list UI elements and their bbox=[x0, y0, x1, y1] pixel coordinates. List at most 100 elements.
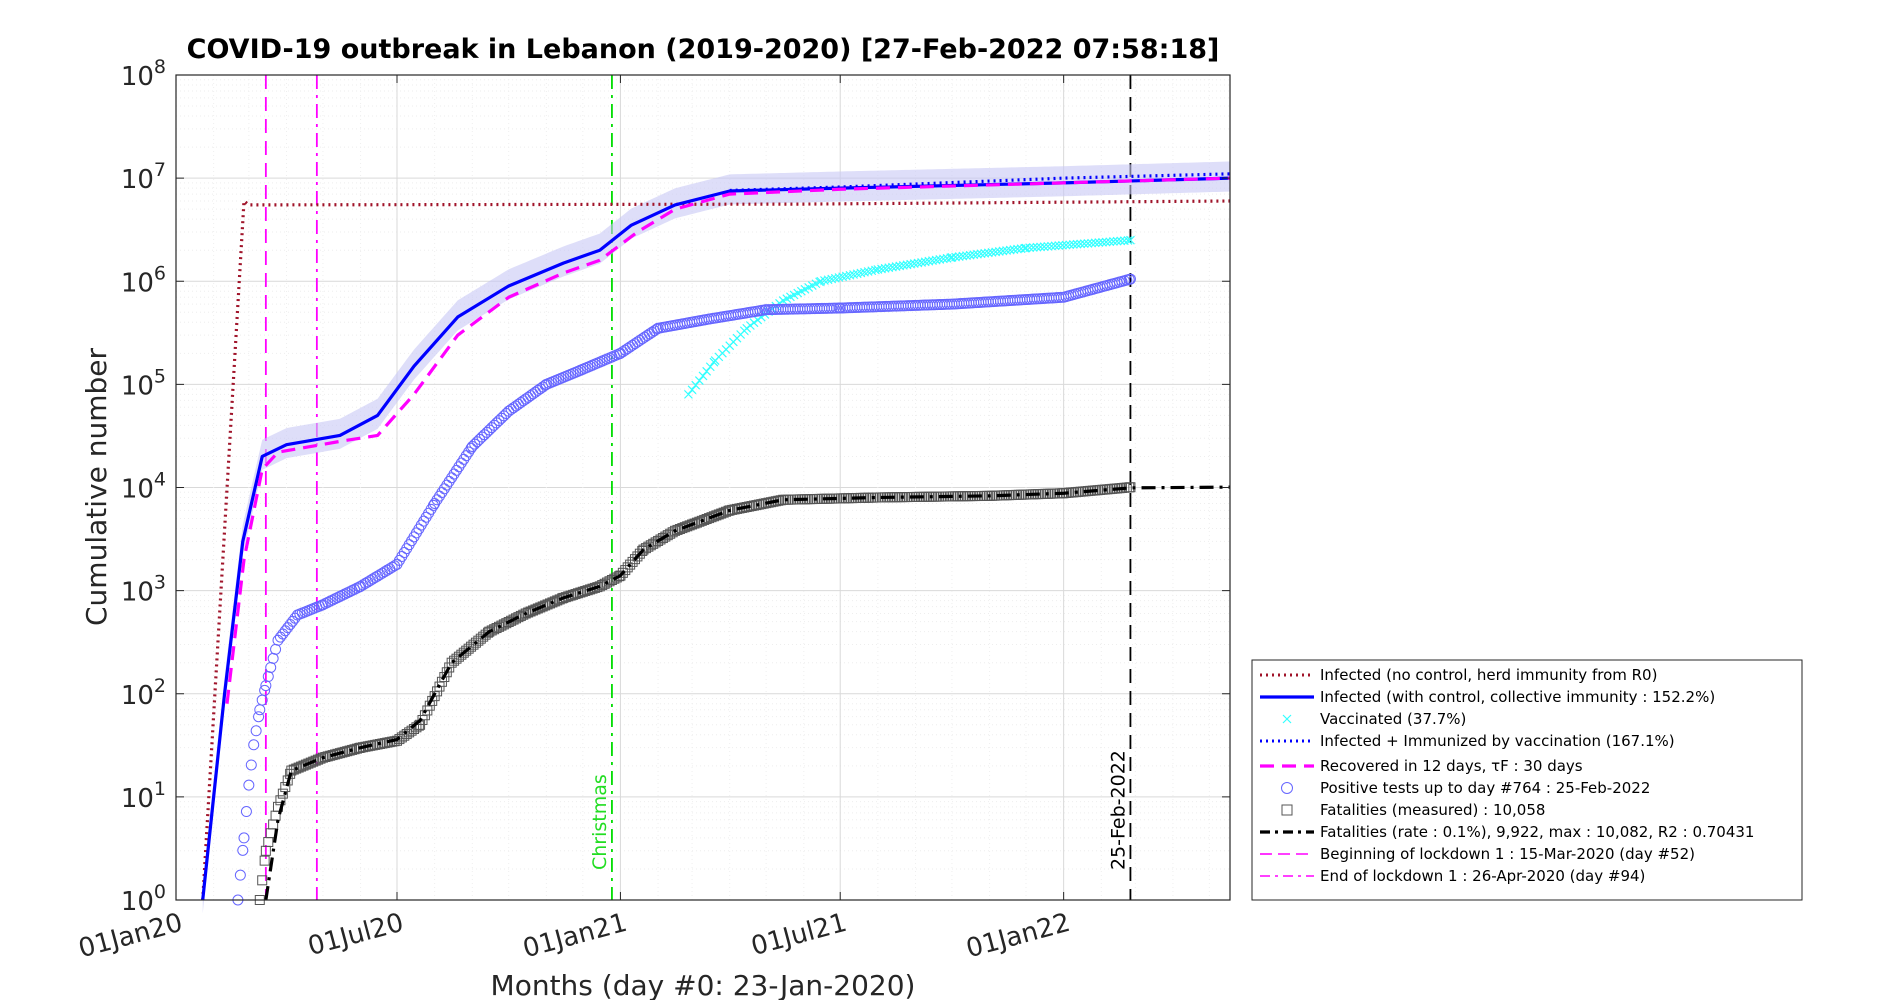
x-axis-label: Months (day #0: 23-Jan-2020) bbox=[491, 969, 916, 1000]
data-point bbox=[827, 274, 837, 284]
series-4-line bbox=[225, 176, 1231, 704]
data-point bbox=[245, 759, 257, 771]
data-point bbox=[687, 385, 697, 395]
data-point bbox=[1002, 246, 1011, 255]
data-point bbox=[1087, 238, 1096, 248]
data-point bbox=[902, 260, 912, 270]
y-tick-label: 100 bbox=[121, 881, 166, 917]
y-tick-label: 103 bbox=[121, 572, 166, 608]
data-point bbox=[277, 788, 288, 799]
y-tick-label: 102 bbox=[121, 675, 166, 711]
data-point bbox=[1072, 239, 1082, 249]
data-point bbox=[991, 247, 1001, 257]
data-point bbox=[1061, 240, 1071, 250]
data-point bbox=[909, 259, 919, 269]
data-point bbox=[1047, 241, 1056, 251]
series-2-markers bbox=[684, 235, 1135, 399]
data-point bbox=[863, 267, 873, 276]
data-point bbox=[1116, 236, 1126, 246]
data-point bbox=[917, 257, 926, 267]
data-point bbox=[877, 264, 886, 274]
data-point bbox=[928, 256, 937, 266]
data-point bbox=[884, 263, 894, 273]
y-tick-label: 107 bbox=[121, 159, 166, 195]
y-tick-label: 101 bbox=[121, 778, 166, 814]
y-axis-label: Cumulative number bbox=[80, 348, 113, 626]
data-point bbox=[1123, 235, 1133, 245]
data-point bbox=[983, 248, 993, 258]
data-point bbox=[1058, 240, 1067, 250]
data-point bbox=[958, 251, 968, 261]
data-point bbox=[831, 302, 843, 314]
data-point bbox=[243, 779, 255, 791]
data-point bbox=[1036, 242, 1045, 252]
data-point bbox=[820, 276, 829, 285]
data-point bbox=[749, 318, 759, 328]
y-tick-label: 105 bbox=[121, 365, 166, 401]
legend-label: End of lockdown 1 : 26-Apr-2020 (day #94… bbox=[1320, 867, 1645, 885]
data-point bbox=[240, 806, 252, 818]
data-point bbox=[828, 302, 840, 314]
data-point bbox=[1005, 245, 1015, 255]
data-point bbox=[987, 247, 997, 257]
data-point bbox=[845, 270, 855, 280]
data-point bbox=[826, 302, 838, 314]
data-point bbox=[1109, 237, 1118, 246]
data-point bbox=[898, 260, 908, 270]
legend-swatch bbox=[1281, 804, 1293, 816]
vertical-markers: Christmas 25-Feb-2022 bbox=[264, 75, 1132, 900]
data-point bbox=[976, 249, 986, 259]
data-point bbox=[259, 855, 270, 866]
data-point bbox=[1009, 245, 1019, 254]
data-point bbox=[1050, 241, 1060, 251]
legend-label: Infected (with control, collective immun… bbox=[1320, 688, 1715, 706]
data-point bbox=[1032, 242, 1042, 252]
data-point bbox=[947, 253, 957, 262]
data-point bbox=[1124, 273, 1136, 285]
data-point bbox=[1054, 241, 1064, 250]
legend-label: Positive tests up to day #764 : 25-Feb-2… bbox=[1320, 779, 1650, 797]
data-point bbox=[920, 257, 930, 267]
data-point bbox=[614, 571, 625, 582]
data-point bbox=[1126, 235, 1135, 245]
data-point bbox=[998, 246, 1008, 256]
legend-label: Infected + Immunized by vaccination (167… bbox=[1320, 732, 1675, 750]
data-point bbox=[849, 270, 858, 279]
data-point bbox=[895, 261, 905, 271]
legend-label: Beginning of lockdown 1 : 15-Mar-2020 (d… bbox=[1320, 845, 1695, 863]
data-point bbox=[742, 323, 752, 333]
data-point bbox=[980, 248, 990, 258]
data-point bbox=[1068, 240, 1078, 249]
data-point bbox=[841, 271, 851, 281]
data-point bbox=[250, 725, 262, 737]
data-point bbox=[1013, 244, 1022, 254]
data-point bbox=[1098, 237, 1107, 247]
data-point bbox=[238, 832, 250, 844]
data-point bbox=[838, 272, 848, 282]
data-point bbox=[1094, 238, 1104, 247]
data-point bbox=[935, 255, 945, 264]
data-point bbox=[691, 380, 701, 390]
legend-label: Fatalities (measured) : 10,058 bbox=[1320, 801, 1545, 819]
data-point bbox=[1083, 238, 1093, 248]
data-point bbox=[1025, 243, 1035, 253]
data-point bbox=[962, 251, 971, 261]
legend-box bbox=[1251, 659, 1803, 901]
data-point bbox=[1039, 242, 1049, 252]
data-point bbox=[753, 315, 763, 325]
data-point bbox=[694, 376, 704, 385]
data-point bbox=[888, 262, 897, 272]
christmas-label: Christmas bbox=[589, 774, 611, 870]
series-5-markers bbox=[232, 273, 1136, 906]
data-point bbox=[684, 389, 693, 399]
data-point bbox=[702, 366, 712, 376]
data-point bbox=[1112, 236, 1122, 246]
data-point bbox=[969, 250, 979, 260]
data-point bbox=[705, 362, 715, 372]
data-point bbox=[891, 262, 901, 271]
data-point bbox=[257, 875, 268, 886]
legend-swatch bbox=[1282, 714, 1292, 724]
data-point bbox=[537, 381, 549, 393]
data-point bbox=[1076, 239, 1086, 249]
